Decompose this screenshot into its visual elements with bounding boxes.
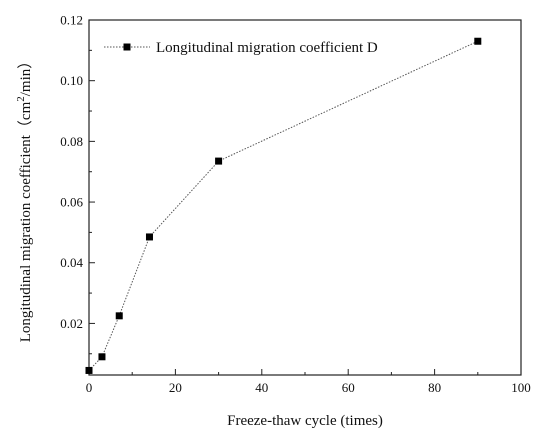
data-point-4 xyxy=(215,157,223,165)
y-tick-label-1: 0.04 xyxy=(60,255,83,270)
y-tick-label-0: 0.02 xyxy=(60,316,83,331)
y-axis-title-main: Longitudinal migration coefficient（cm xyxy=(17,101,34,342)
data-point-3 xyxy=(145,233,153,241)
data-point-5 xyxy=(474,37,482,45)
y-tick-label-5: 0.12 xyxy=(60,13,83,28)
series-group xyxy=(85,37,482,374)
y-tick-label-2: 0.06 xyxy=(60,195,83,210)
y-axis-title-superscript: 2 xyxy=(15,96,27,102)
x-tick-label-0: 0 xyxy=(86,380,93,395)
plot-frame xyxy=(88,19,522,376)
y-axis-title: Longitudinal migration coefficient（cm2/m… xyxy=(15,54,34,343)
legend: Longitudinal migration coefficient D xyxy=(104,40,378,56)
legend-marker xyxy=(123,43,131,51)
x-tick-label-100: 100 xyxy=(511,380,531,395)
data-point-2 xyxy=(115,312,123,320)
tick-group: 0 20 40 60 80 100 0.02 0.04 0.06 0.08 0.10 0.12 xyxy=(60,13,531,396)
x-tick-label-20: 20 xyxy=(169,380,182,395)
y-tick-label-4: 0.10 xyxy=(60,73,83,88)
data-point-1 xyxy=(98,353,106,361)
x-tick-label-40: 40 xyxy=(255,380,268,395)
series-line-0 xyxy=(88,40,479,371)
legend-label: Longitudinal migration coefficient D xyxy=(156,40,378,56)
x-tick-label-80: 80 xyxy=(428,380,441,395)
data-point-0 xyxy=(85,366,93,374)
x-axis-title: Freeze-thaw cycle (times) xyxy=(227,413,383,429)
x-tick-label-60: 60 xyxy=(342,380,355,395)
y-axis-title-tail: /min） xyxy=(17,54,34,97)
y-tick-label-3: 0.08 xyxy=(60,134,83,149)
